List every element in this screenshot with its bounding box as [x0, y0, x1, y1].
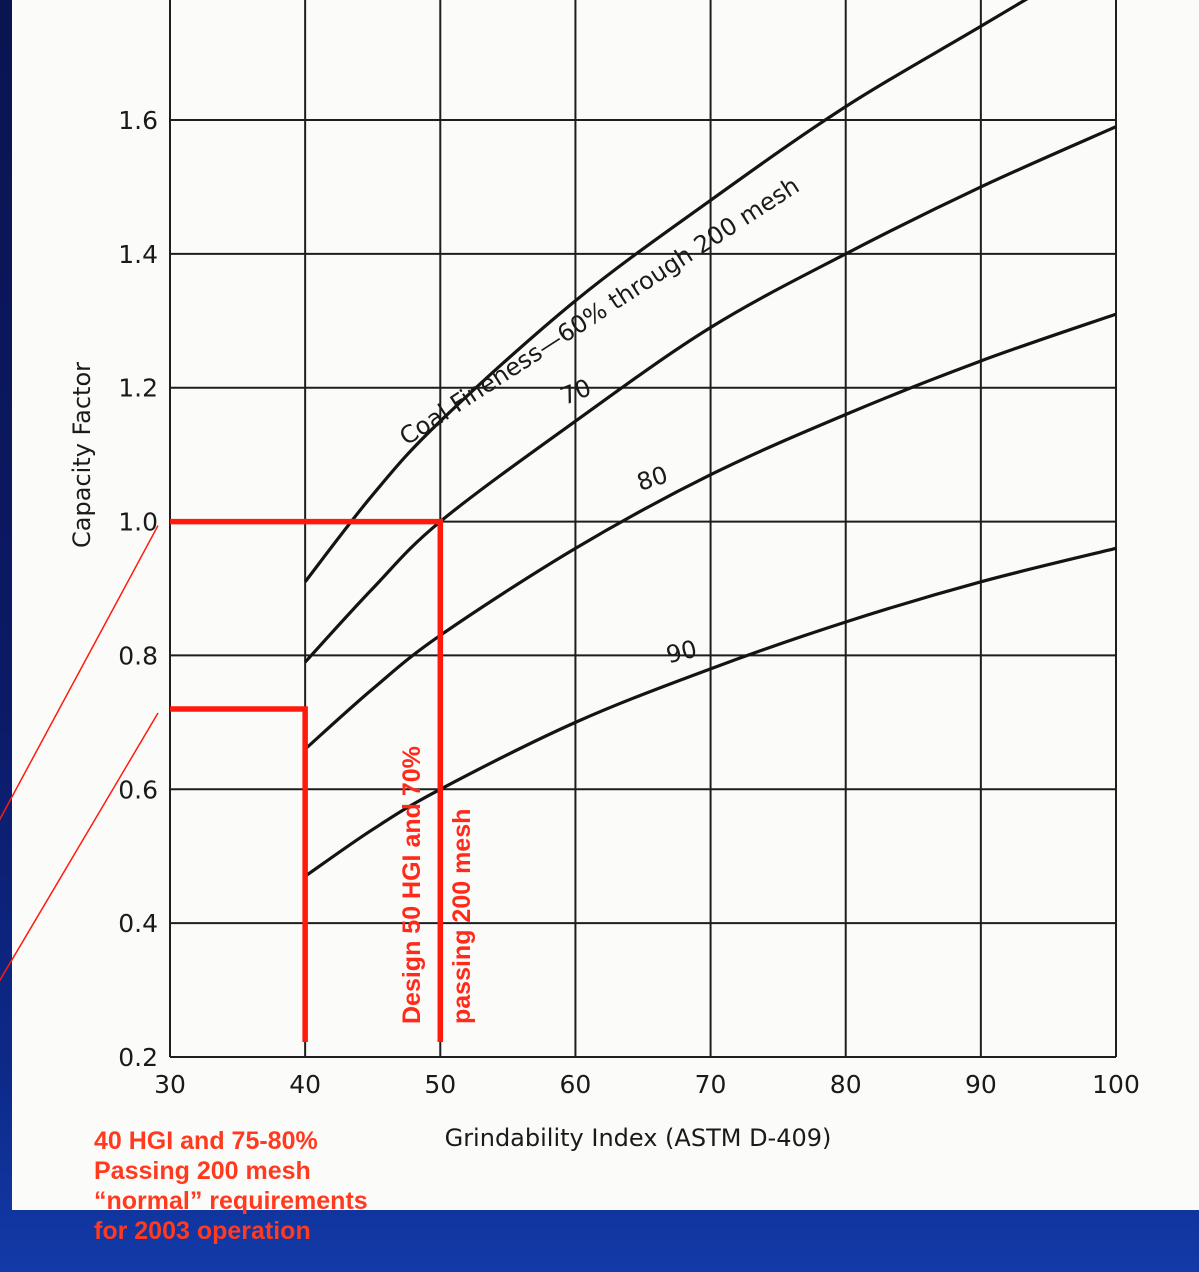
fineness-curve-4 [304, 546, 1117, 878]
curve-label-2: 70 [556, 373, 595, 410]
grid-lines [169, 0, 1117, 1058]
curve-label-4: 90 [663, 635, 699, 670]
normal-requirements-note: 40 HGI and 75-80% Passing 200 mesh “norm… [94, 1126, 494, 1246]
design-annotation: Design 50 HGI and 70% passing 200 mesh [398, 746, 476, 1024]
note-line-3: “normal” requirements [94, 1187, 368, 1215]
y-tick-label: 1.6 [118, 106, 158, 135]
curve-label-3: 80 [633, 461, 671, 497]
x-axis-title: Grindability Index (ASTM D-409) [445, 1124, 832, 1152]
y-tick-label: 0.4 [118, 909, 158, 938]
y-tick-label: 0.8 [118, 641, 158, 670]
y-axis-title: Capacity Factor [68, 362, 96, 548]
y-tick-label: 1.4 [118, 240, 158, 269]
tick-labels: 30 40 50 60 70 80 90 100 0.2 0.4 0.6 0.8 1.0 1.2 1.4 1.… [118, 106, 1140, 1099]
curve-label-1: Coal Fineness—60% through 200 mesh [395, 171, 805, 451]
note-line-1: 40 HGI and 75-80% [94, 1127, 318, 1155]
x-tick-label: 40 [289, 1070, 321, 1099]
design-leader-line [0, 525, 159, 821]
y-tick-label: 1.2 [118, 374, 158, 403]
x-tick-label: 50 [424, 1070, 456, 1099]
y-tick-label: 0.2 [118, 1043, 158, 1072]
x-tick-label: 70 [695, 1070, 727, 1099]
annotation-lines [0, 518, 444, 1042]
x-tick-label: 30 [154, 1070, 186, 1099]
x-tick-label: 60 [560, 1070, 592, 1099]
x-tick-label: 90 [965, 1070, 997, 1099]
fineness-curves [303, 0, 1117, 878]
design-annotation-line-1: Design 50 HGI and 70% [398, 746, 426, 1024]
fineness-curve-2 [303, 125, 1117, 664]
fineness-curve-3 [304, 312, 1117, 751]
normal-point-bracket [170, 706, 308, 1042]
chart-paper [12, 0, 1199, 1210]
design-annotation-line-2: passing 200 mesh [448, 809, 476, 1024]
note-line-2: Passing 200 mesh [94, 1157, 311, 1185]
design-point-bracket [170, 518, 444, 1042]
y-tick-label: 0.6 [118, 775, 158, 804]
note-line-4: for 2003 operation [94, 1217, 311, 1245]
x-tick-label: 80 [830, 1070, 862, 1099]
normal-leader-line [0, 712, 159, 982]
x-tick-label: 100 [1092, 1070, 1140, 1099]
y-tick-label: 1.0 [118, 508, 158, 537]
fineness-curve-1 [303, 0, 1029, 583]
